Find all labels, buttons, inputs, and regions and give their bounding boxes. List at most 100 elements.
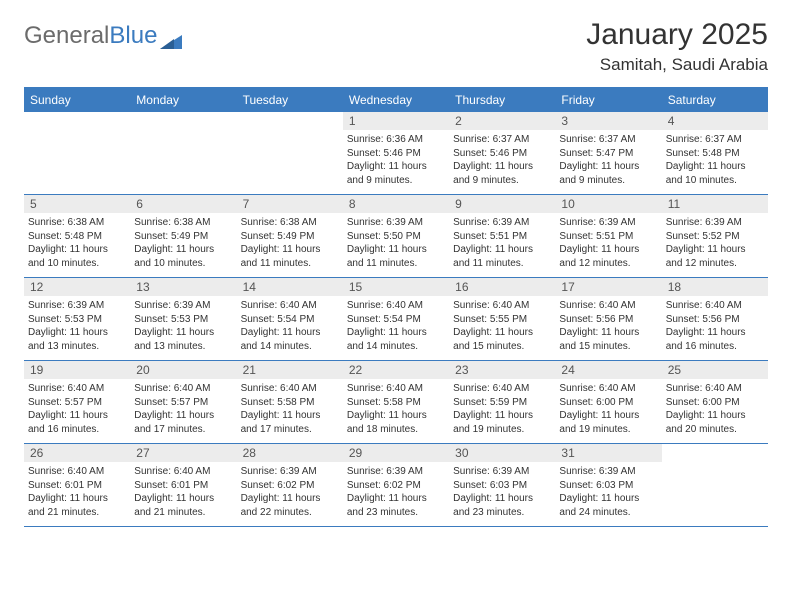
day-cell: 28Sunrise: 6:39 AMSunset: 6:02 PMDayligh… <box>237 444 343 526</box>
sunset-line: Sunset: 6:01 PM <box>134 479 232 493</box>
day-number: 11 <box>662 195 768 213</box>
sunset-line: Sunset: 6:03 PM <box>453 479 551 493</box>
sunrise-line: Sunrise: 6:40 AM <box>28 382 126 396</box>
sunrise-line: Sunrise: 6:39 AM <box>28 299 126 313</box>
day-number: 24 <box>555 361 661 379</box>
logo: GeneralBlue <box>24 18 182 50</box>
daylight-line: Daylight: 11 hours and 17 minutes. <box>134 409 232 436</box>
logo-text-blue: Blue <box>109 22 157 50</box>
daylight-line: Daylight: 11 hours and 13 minutes. <box>28 326 126 353</box>
daylight-line: Daylight: 11 hours and 11 minutes. <box>453 243 551 270</box>
sunrise-line: Sunrise: 6:39 AM <box>453 465 551 479</box>
day-cell: 13Sunrise: 6:39 AMSunset: 5:53 PMDayligh… <box>130 278 236 360</box>
day-cell: 7Sunrise: 6:38 AMSunset: 5:49 PMDaylight… <box>237 195 343 277</box>
daylight-line: Daylight: 11 hours and 16 minutes. <box>28 409 126 436</box>
sunset-line: Sunset: 5:47 PM <box>559 147 657 161</box>
day-header-wednesday: Wednesday <box>343 89 449 112</box>
sunset-line: Sunset: 5:50 PM <box>347 230 445 244</box>
sunset-line: Sunset: 5:56 PM <box>666 313 764 327</box>
day-number: 28 <box>237 444 343 462</box>
day-number: 12 <box>24 278 130 296</box>
sunset-line: Sunset: 6:01 PM <box>28 479 126 493</box>
day-cell <box>662 444 768 526</box>
sunrise-line: Sunrise: 6:39 AM <box>666 216 764 230</box>
sunrise-line: Sunrise: 6:39 AM <box>347 216 445 230</box>
sunrise-line: Sunrise: 6:39 AM <box>241 465 339 479</box>
daylight-line: Daylight: 11 hours and 14 minutes. <box>241 326 339 353</box>
daylight-line: Daylight: 11 hours and 19 minutes. <box>453 409 551 436</box>
sunset-line: Sunset: 6:00 PM <box>666 396 764 410</box>
daylight-line: Daylight: 11 hours and 11 minutes. <box>347 243 445 270</box>
day-cell: 27Sunrise: 6:40 AMSunset: 6:01 PMDayligh… <box>130 444 236 526</box>
sunrise-line: Sunrise: 6:38 AM <box>241 216 339 230</box>
day-number: 16 <box>449 278 555 296</box>
day-number: 22 <box>343 361 449 379</box>
day-number: 18 <box>662 278 768 296</box>
day-number: 6 <box>130 195 236 213</box>
daylight-line: Daylight: 11 hours and 17 minutes. <box>241 409 339 436</box>
sunset-line: Sunset: 6:03 PM <box>559 479 657 493</box>
sunset-line: Sunset: 5:53 PM <box>28 313 126 327</box>
sunset-line: Sunset: 5:57 PM <box>28 396 126 410</box>
sunset-line: Sunset: 5:48 PM <box>28 230 126 244</box>
daylight-line: Daylight: 11 hours and 23 minutes. <box>453 492 551 519</box>
day-number: 17 <box>555 278 661 296</box>
day-header-monday: Monday <box>130 89 236 112</box>
sunset-line: Sunset: 5:59 PM <box>453 396 551 410</box>
day-cell: 14Sunrise: 6:40 AMSunset: 5:54 PMDayligh… <box>237 278 343 360</box>
sunrise-line: Sunrise: 6:38 AM <box>28 216 126 230</box>
sunrise-line: Sunrise: 6:37 AM <box>666 133 764 147</box>
sunrise-line: Sunrise: 6:40 AM <box>559 382 657 396</box>
day-cell: 5 Sunrise: 6:38 AMSunset: 5:48 PMDaylight… <box>24 195 130 277</box>
day-cell: 10Sunrise: 6:39 AMSunset: 5:51 PMDayligh… <box>555 195 661 277</box>
daylight-line: Daylight: 11 hours and 12 minutes. <box>559 243 657 270</box>
day-number: 4 <box>662 112 768 130</box>
day-header-tuesday: Tuesday <box>237 89 343 112</box>
day-cell: 30Sunrise: 6:39 AMSunset: 6:03 PMDayligh… <box>449 444 555 526</box>
day-header-sunday: Sunday <box>24 89 130 112</box>
day-number: 21 <box>237 361 343 379</box>
week-row: 1Sunrise: 6:36 AMSunset: 5:46 PMDaylight… <box>24 112 768 195</box>
day-number <box>662 444 768 462</box>
day-cell: 11 Sunrise: 6:39 AMSunset: 5:52 PMDayligh… <box>662 195 768 277</box>
sunset-line: Sunset: 6:02 PM <box>241 479 339 493</box>
sunrise-line: Sunrise: 6:40 AM <box>241 382 339 396</box>
day-cell <box>24 112 130 194</box>
day-header-friday: Friday <box>555 89 661 112</box>
daylight-line: Daylight: 11 hours and 21 minutes. <box>134 492 232 519</box>
daylight-line: Daylight: 11 hours and 21 minutes. <box>28 492 126 519</box>
daylight-line: Daylight: 11 hours and 16 minutes. <box>666 326 764 353</box>
sunrise-line: Sunrise: 6:39 AM <box>347 465 445 479</box>
day-number: 10 <box>555 195 661 213</box>
sunset-line: Sunset: 5:51 PM <box>559 230 657 244</box>
day-cell: 19 Sunrise: 6:40 AMSunset: 5:57 PMDayligh… <box>24 361 130 443</box>
sunset-line: Sunset: 5:56 PM <box>559 313 657 327</box>
sunset-line: Sunset: 6:02 PM <box>347 479 445 493</box>
daylight-line: Daylight: 11 hours and 10 minutes. <box>134 243 232 270</box>
sunrise-line: Sunrise: 6:40 AM <box>134 465 232 479</box>
daylight-line: Daylight: 11 hours and 19 minutes. <box>559 409 657 436</box>
daylight-line: Daylight: 11 hours and 10 minutes. <box>28 243 126 270</box>
sunrise-line: Sunrise: 6:40 AM <box>347 299 445 313</box>
sunrise-line: Sunrise: 6:37 AM <box>559 133 657 147</box>
sunset-line: Sunset: 5:52 PM <box>666 230 764 244</box>
sunset-line: Sunset: 5:53 PM <box>134 313 232 327</box>
week-row: 12Sunrise: 6:39 AMSunset: 5:53 PMDayligh… <box>24 278 768 361</box>
day-number: 8 <box>343 195 449 213</box>
day-cell: 23Sunrise: 6:40 AMSunset: 5:59 PMDayligh… <box>449 361 555 443</box>
day-cell: 25Sunrise: 6:40 AMSunset: 6:00 PMDayligh… <box>662 361 768 443</box>
day-number: 5 <box>24 195 130 213</box>
daylight-line: Daylight: 11 hours and 15 minutes. <box>559 326 657 353</box>
day-cell: 17 Sunrise: 6:40 AMSunset: 5:56 PMDayligh… <box>555 278 661 360</box>
sunrise-line: Sunrise: 6:40 AM <box>347 382 445 396</box>
day-number: 31 <box>555 444 661 462</box>
header: GeneralBlue January 2025 Samitah, Saudi … <box>24 18 768 75</box>
day-cell: 21Sunrise: 6:40 AMSunset: 5:58 PMDayligh… <box>237 361 343 443</box>
day-number: 19 <box>24 361 130 379</box>
day-header-thursday: Thursday <box>449 89 555 112</box>
daylight-line: Daylight: 11 hours and 14 minutes. <box>347 326 445 353</box>
daylight-line: Daylight: 11 hours and 12 minutes. <box>666 243 764 270</box>
sunset-line: Sunset: 5:49 PM <box>241 230 339 244</box>
day-cell <box>237 112 343 194</box>
sunrise-line: Sunrise: 6:40 AM <box>559 299 657 313</box>
